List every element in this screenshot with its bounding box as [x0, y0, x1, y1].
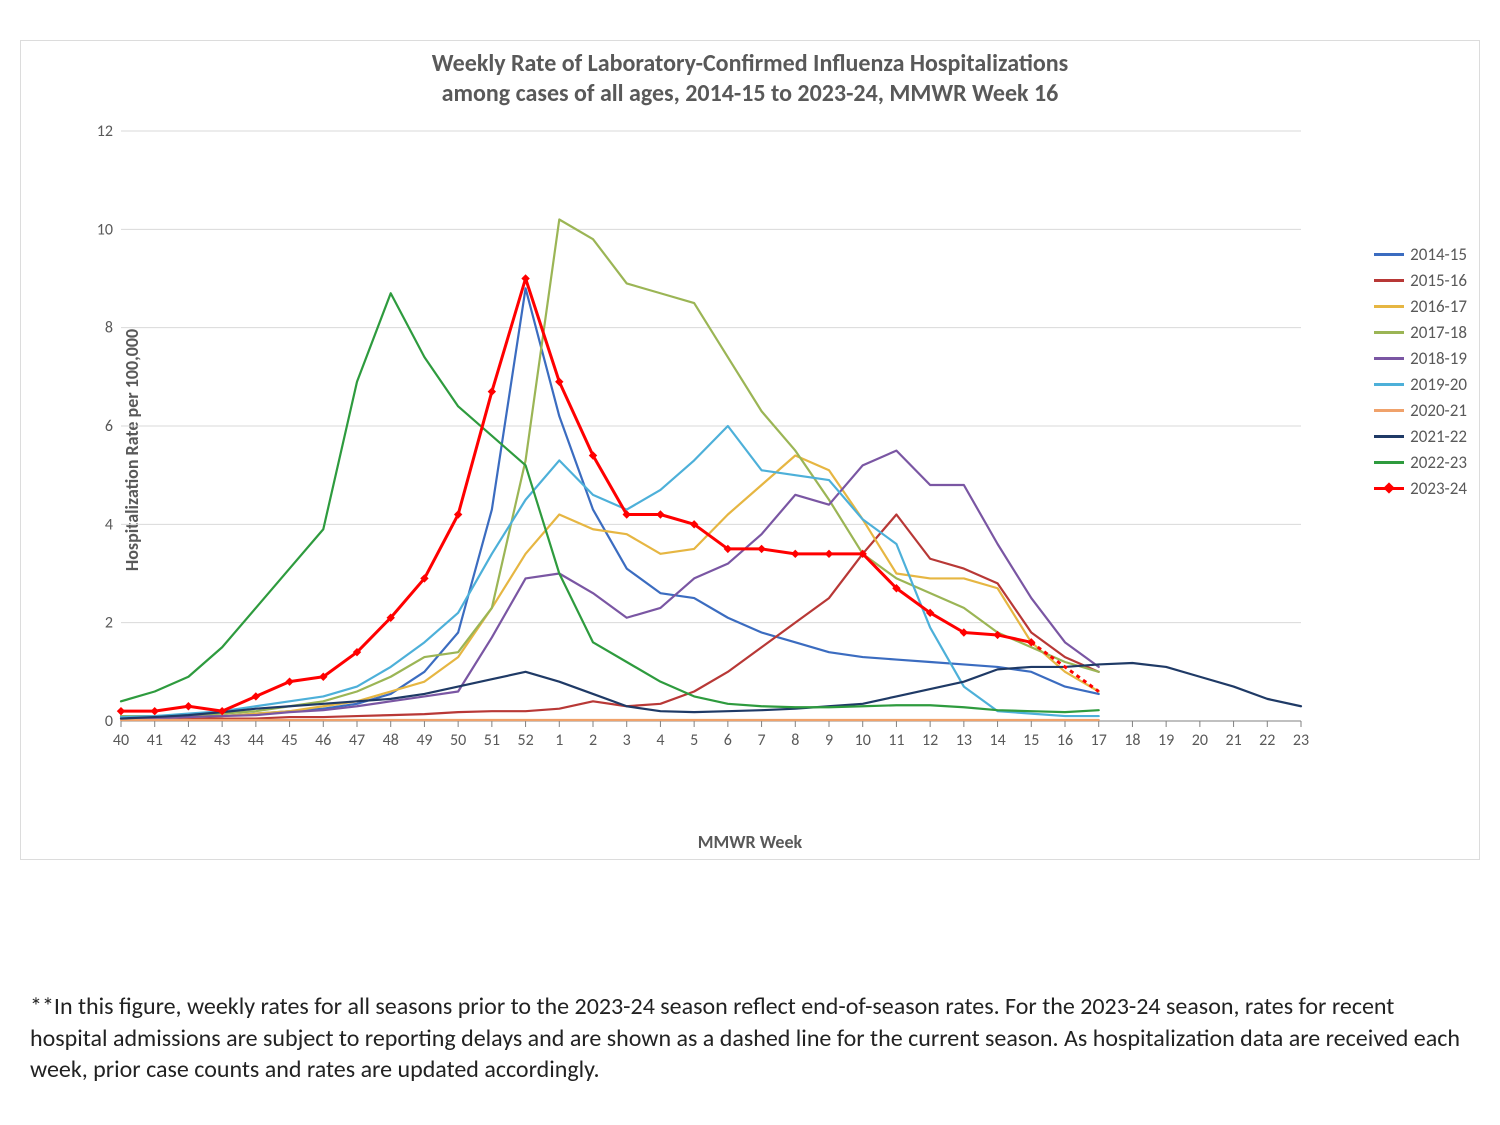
x-tick-label: 11 — [888, 731, 904, 750]
legend-label: 2020-21 — [1410, 400, 1467, 421]
legend-swatch — [1374, 279, 1404, 282]
plot-area: 0246810124041424344454647484950515212345… — [91, 131, 1311, 771]
series-marker — [185, 703, 192, 710]
x-tick-label: 42 — [180, 731, 196, 750]
x-tick-label: 9 — [825, 731, 833, 750]
series-marker — [657, 511, 664, 518]
legend-item: 2016-17 — [1374, 293, 1467, 319]
page: Weekly Rate of Laboratory-Confirmed Infl… — [0, 0, 1500, 1125]
legend-swatch — [1374, 357, 1404, 360]
legend-label: 2023-24 — [1410, 478, 1467, 499]
legend-item: 2020-21 — [1374, 397, 1467, 423]
x-tick-label: 20 — [1192, 731, 1208, 750]
x-tick-label: 47 — [349, 731, 365, 750]
y-tick-label: 6 — [105, 417, 113, 436]
x-tick-label: 5 — [690, 731, 698, 750]
x-tick-label: 1 — [555, 731, 563, 750]
legend-swatch — [1374, 435, 1404, 438]
x-tick-label: 14 — [989, 731, 1005, 750]
x-tick-label: 23 — [1293, 731, 1309, 750]
x-tick-label: 52 — [517, 731, 533, 750]
series-line — [121, 451, 1099, 719]
legend-label: 2022-23 — [1410, 452, 1467, 473]
legend-item: 2019-20 — [1374, 371, 1467, 397]
y-tick-label: 10 — [97, 220, 113, 239]
x-tick-label: 4 — [656, 731, 664, 750]
legend-item: 2022-23 — [1374, 449, 1467, 475]
series-line — [121, 515, 1099, 719]
x-tick-label: 50 — [450, 731, 466, 750]
x-tick-label: 46 — [315, 731, 331, 750]
y-tick-label: 0 — [105, 712, 113, 731]
legend-swatch — [1374, 305, 1404, 308]
x-tick-label: 17 — [1091, 731, 1107, 750]
x-tick-label: 13 — [956, 731, 972, 750]
x-tick-label: 16 — [1057, 731, 1073, 750]
chart-title: Weekly Rate of Laboratory-Confirmed Infl… — [21, 49, 1479, 109]
x-tick-label: 49 — [416, 731, 432, 750]
series-marker — [151, 708, 158, 715]
legend-item: 2023-24 — [1374, 475, 1467, 501]
x-tick-label: 8 — [791, 731, 799, 750]
x-tick-label: 12 — [922, 731, 938, 750]
chart-frame: Weekly Rate of Laboratory-Confirmed Infl… — [20, 40, 1480, 860]
y-tick-label: 8 — [105, 319, 113, 338]
x-tick-label: 15 — [1023, 731, 1039, 750]
x-tick-label: 22 — [1259, 731, 1275, 750]
x-axis-label: MMWR Week — [21, 831, 1479, 853]
x-tick-label: 48 — [383, 731, 399, 750]
series-marker — [118, 708, 125, 715]
footnote: **In this figure, weekly rates for all s… — [30, 991, 1470, 1085]
chart-title-line1: Weekly Rate of Laboratory-Confirmed Infl… — [432, 49, 1068, 78]
y-tick-label: 12 — [97, 122, 113, 141]
legend-label: 2019-20 — [1410, 374, 1467, 395]
legend-swatch — [1374, 331, 1404, 334]
legend-item: 2018-19 — [1374, 345, 1467, 371]
series-line — [121, 279, 1031, 712]
legend-item: 2017-18 — [1374, 319, 1467, 345]
plot-svg: 0246810124041424344454647484950515212345… — [91, 131, 1311, 771]
legend-item: 2014-15 — [1374, 241, 1467, 267]
x-tick-label: 51 — [484, 731, 500, 750]
legend-swatch — [1374, 409, 1404, 412]
x-tick-label: 3 — [623, 731, 631, 750]
legend-swatch — [1374, 487, 1404, 490]
legend-item: 2015-16 — [1374, 267, 1467, 293]
chart-title-line2: among cases of all ages, 2014-15 to 2023… — [442, 79, 1059, 108]
series-marker — [792, 550, 799, 557]
series-line — [121, 456, 1099, 719]
x-tick-label: 6 — [724, 731, 732, 750]
x-tick-label: 44 — [248, 731, 264, 750]
series-line — [121, 426, 1099, 717]
series-marker — [758, 545, 765, 552]
series-line — [121, 220, 1099, 717]
x-tick-label: 40 — [113, 731, 129, 750]
x-tick-label: 43 — [214, 731, 230, 750]
legend-swatch — [1374, 253, 1404, 256]
legend-label: 2016-17 — [1410, 296, 1467, 317]
x-tick-label: 41 — [147, 731, 163, 750]
legend-item: 2021-22 — [1374, 423, 1467, 449]
legend: 2014-15 2015-16 2016-17 2017-18 2018-19 2019-… — [1374, 241, 1467, 501]
x-tick-label: 10 — [855, 731, 871, 750]
y-tick-label: 4 — [105, 515, 113, 534]
legend-label: 2018-19 — [1410, 348, 1467, 369]
x-tick-label: 45 — [281, 731, 297, 750]
series-marker — [488, 388, 495, 395]
series-marker — [522, 275, 529, 282]
x-tick-label: 18 — [1124, 731, 1140, 750]
x-tick-label: 21 — [1225, 731, 1241, 750]
series-marker — [826, 550, 833, 557]
legend-swatch — [1374, 461, 1404, 464]
x-tick-label: 2 — [589, 731, 597, 750]
legend-label: 2017-18 — [1410, 322, 1467, 343]
legend-label: 2015-16 — [1410, 270, 1467, 291]
x-tick-label: 19 — [1158, 731, 1174, 750]
x-tick-label: 7 — [758, 731, 766, 750]
legend-label: 2021-22 — [1410, 426, 1467, 447]
legend-swatch — [1374, 383, 1404, 386]
y-tick-label: 2 — [105, 614, 113, 633]
legend-label: 2014-15 — [1410, 244, 1467, 265]
